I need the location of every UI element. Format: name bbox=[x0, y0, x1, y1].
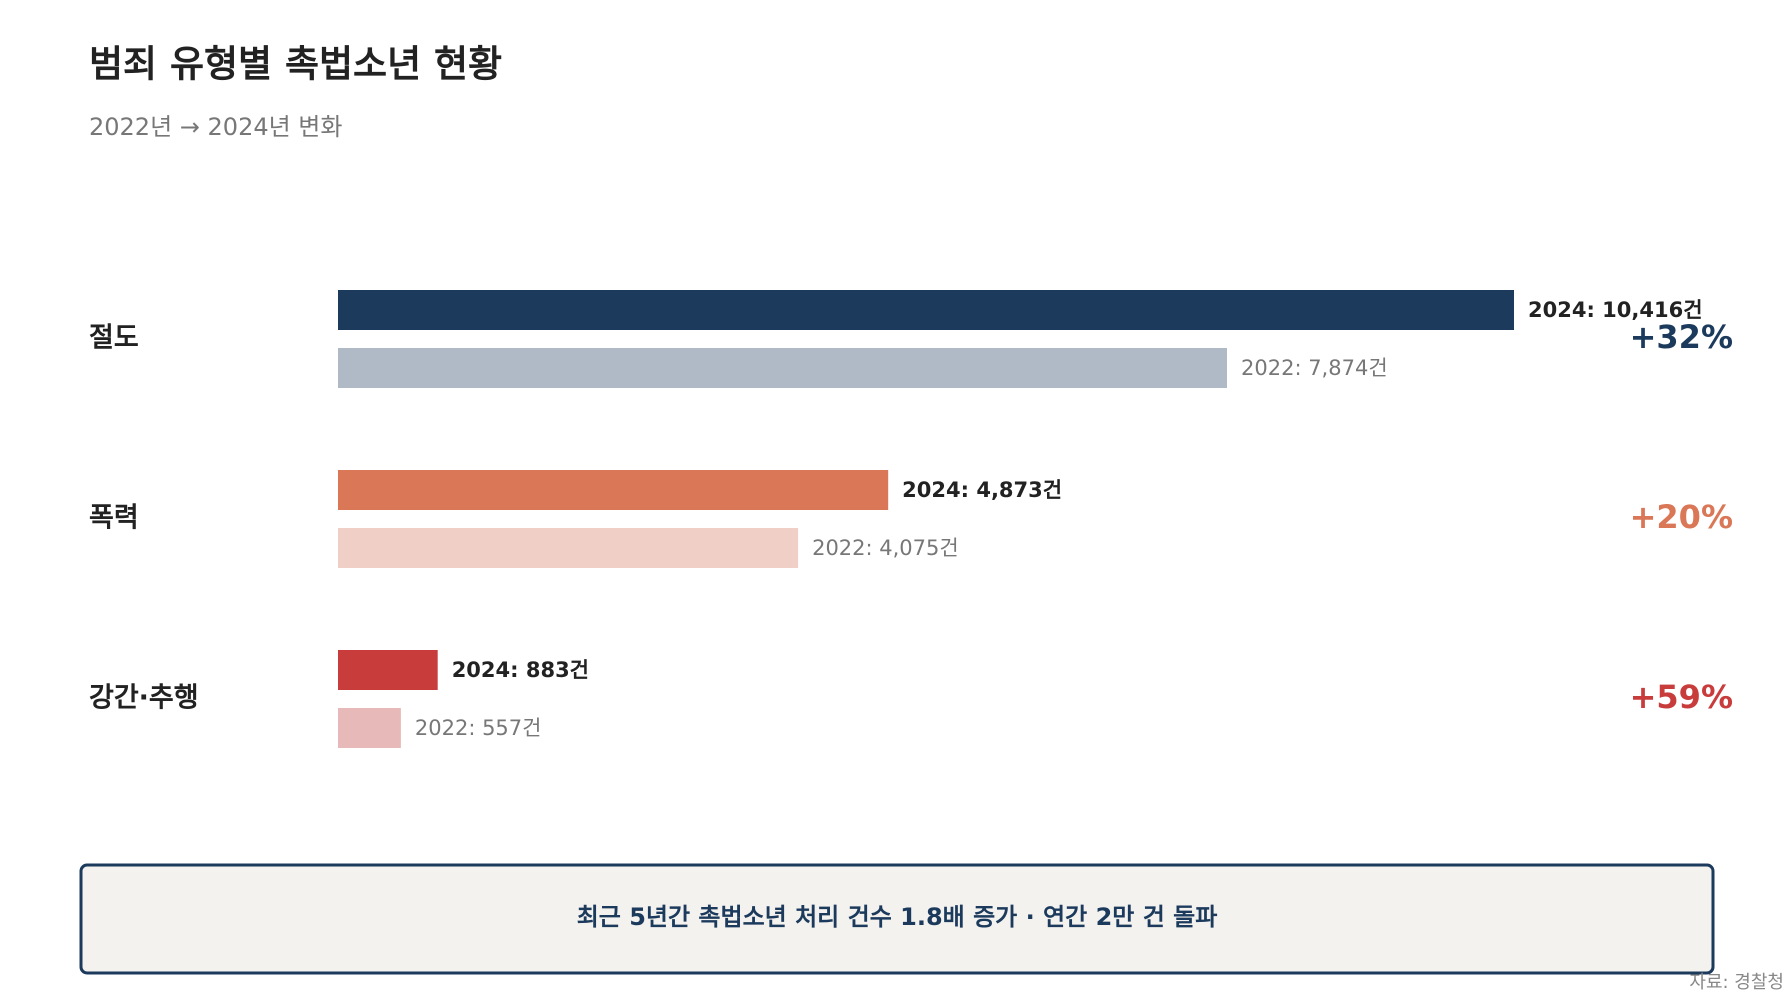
source: 자료: 경찰청 bbox=[1689, 972, 1784, 993]
bar bbox=[338, 708, 401, 748]
value-label: 2022: 4,075건 bbox=[812, 536, 959, 560]
change-label: +59% bbox=[1630, 678, 1733, 716]
category-label: 폭력 bbox=[89, 503, 139, 534]
change-label: +32% bbox=[1630, 318, 1733, 356]
bar bbox=[338, 470, 889, 510]
value-label: 2024: 10,416건 bbox=[1528, 298, 1703, 322]
value-label: 2024: 883건 bbox=[452, 658, 589, 682]
change-label: +20% bbox=[1630, 498, 1733, 536]
note: 최근 5년간 촉법소년 처리 건수 1.8배 증가 · 연간 2만 건 돌파 bbox=[577, 903, 1218, 931]
value-label: 2022: 557건 bbox=[415, 716, 542, 740]
bar bbox=[338, 650, 438, 690]
category-label: 절도 bbox=[89, 323, 139, 354]
value-label: 2022: 7,874건 bbox=[1241, 356, 1388, 380]
bar bbox=[338, 528, 799, 568]
value-label: 2024: 4,873건 bbox=[902, 478, 1062, 502]
note-box bbox=[79, 863, 1715, 975]
category-label: 강간·추행 bbox=[89, 683, 199, 714]
chart-title: 범죄 유형별 촉법소년 현황 bbox=[89, 43, 502, 86]
bar bbox=[338, 348, 1227, 388]
bar bbox=[338, 290, 1514, 330]
chart-subtitle: 2022년 → 2024년 변화 bbox=[89, 113, 342, 141]
